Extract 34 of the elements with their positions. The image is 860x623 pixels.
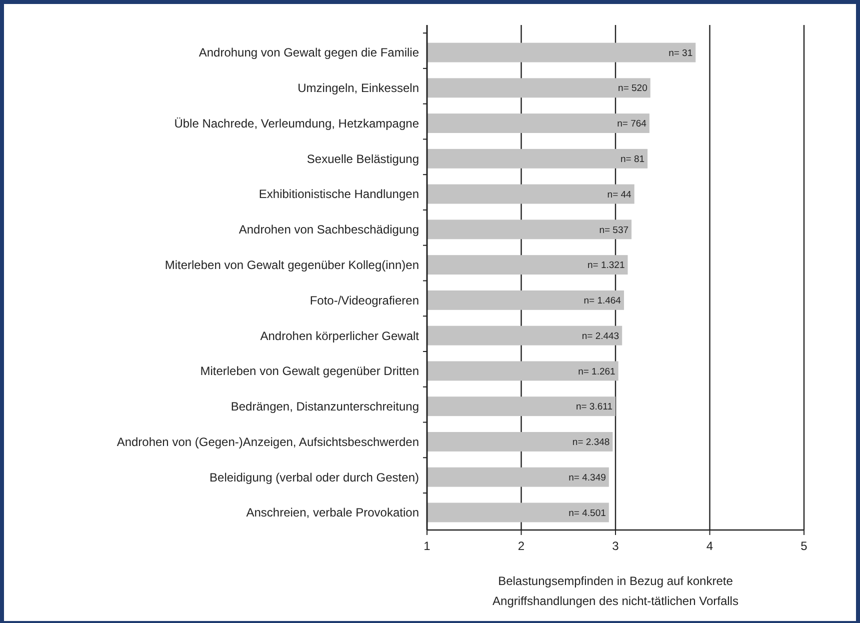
y-tick-label: Miterleben von Gewalt gegenüber Kolleg(inn)en — [164, 258, 419, 272]
x-tick-label: 1 — [424, 539, 431, 553]
x-tick-label: 3 — [612, 539, 620, 553]
x-tick-label: 4 — [706, 539, 714, 553]
y-tick-label: Androhung von Gewalt gegen die Familie — [198, 46, 420, 60]
annotation: n= 1.464 — [584, 296, 621, 307]
annotation: n= 4.501 — [568, 508, 606, 519]
annotation: n= 44 — [607, 189, 632, 200]
y-tick-label: Foto-/Videografieren — [310, 293, 419, 308]
y-tick-label: Androhen von Sachbeschädigung — [238, 222, 419, 237]
x-axis-title: Belastungsempfinden in Bezug auf konkrete Angriffshandlungen des nicht-tätlichen Vorfalls — [492, 574, 738, 608]
y-tick-label: Anschreien, verbale Provokation — [246, 506, 419, 520]
annotation: n= 81 — [620, 154, 645, 165]
y-tick-label: Androhen körperlicher Gewalt — [260, 328, 420, 343]
annotation: n= 1.321 — [588, 260, 625, 272]
y-tick-label: Androhen von (Gegen-)Anzeigen, Aufsichtsbeschwerden — [116, 434, 419, 449]
x-tick-label: 2 — [518, 539, 525, 553]
annotation: n= 31 — [668, 48, 693, 59]
x-tick-label: 5 — [800, 539, 808, 553]
annotation: n= 520 — [618, 83, 648, 94]
annotation: n= 764 — [617, 118, 646, 130]
y-tick-label: Üble Nachrede, Verleumdung, Hetzkampagne — [174, 116, 420, 130]
y-tick-label: Beleidigung (verbal oder durch Gesten) — [210, 470, 419, 484]
annotation: n= 2.443 — [582, 330, 620, 342]
y-tick-label: Umzingeln, Einkesseln — [298, 81, 419, 96]
y-tick-label: Bedrängen, Distanzunterschreitung — [230, 400, 419, 414]
y-tick-label: Exhibitionistische Handlungen — [258, 187, 419, 202]
annotation: n= 2.348 — [572, 437, 610, 448]
y-tick-label: Sexuelle Belästigung — [306, 152, 419, 166]
annotation: n= 4.349 — [568, 472, 606, 484]
annotation: n= 537 — [599, 224, 629, 236]
y-tick-label: Miterleben von Gewalt gegenüber Dritten — [200, 364, 419, 378]
annotation: n= 3.611 — [576, 402, 612, 413]
annotation: n= 1.261 — [578, 366, 616, 378]
